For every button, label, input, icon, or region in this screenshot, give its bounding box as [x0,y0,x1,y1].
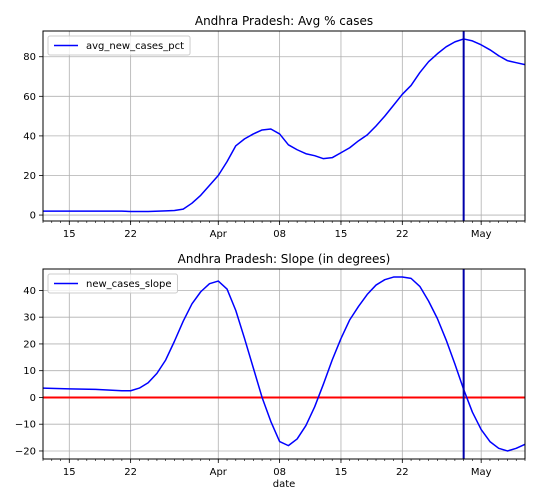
bottom-chart-series-line-0 [42,276,526,452]
top-chart-y-tick-label: 40 [23,131,36,142]
top-chart-x-tick-label: 15 [335,229,348,240]
top-chart-y-tick-label: 20 [23,171,36,182]
bottom-chart-legend-box [47,273,178,294]
bottom-chart-legend-label: new_cases_slope [86,279,171,290]
top-chart-x-tick-label: May [471,229,492,240]
top-chart-x-tick-label: 08 [273,229,286,240]
bottom-chart-x-ticks: 15 22 Apr 08 15 22 May [42,459,526,478]
top-chart-x-tick-label: Apr [210,229,228,240]
top-chart-legend-label: avg_new_cases_pct [86,41,184,52]
top-chart-x-tick-label: 22 [396,229,409,240]
top-chart-plot-area [42,30,526,222]
top-chart-x-ticks: 15 22 Apr 08 15 22 May [42,221,526,240]
top-chart-title: Andhra Pradesh: Avg % cases [195,14,373,28]
bottom-chart-panel: Andhra Pradesh: Slope (in degrees) 15 22 A… [15,252,526,490]
bottom-chart-y-tick-label: 30 [23,313,36,324]
bottom-chart-series [42,276,526,452]
bottom-chart-x-tick-label: 22 [124,467,137,478]
top-chart-y-ticks: 0 20 40 60 80 [23,52,43,222]
top-chart-x-tick-label: 15 [63,229,76,240]
bottom-chart-x-tick-label: 15 [63,467,76,478]
bottom-chart-x-tick-label: 15 [335,467,348,478]
top-chart-grid [43,31,525,221]
top-chart-y-tick-label: 60 [23,92,36,103]
bottom-chart-y-tick-label: 20 [23,339,36,350]
bottom-chart-x-tick-label: Apr [210,467,228,478]
bottom-chart-legend: new_cases_slope [47,273,178,294]
bottom-chart-y-tick-label: 0 [30,393,36,404]
bottom-chart-plot-area [42,268,526,460]
bottom-chart-x-tick-label: 08 [273,467,286,478]
top-chart-series [43,38,526,213]
top-chart-x-tick-label: 22 [124,229,137,240]
bottom-chart-y-tick-label: 40 [23,286,36,297]
bottom-chart-y-tick-label: 10 [23,366,36,377]
bottom-chart-x-axis-label: date [273,479,296,490]
bottom-chart-y-tick-label: −20 [15,446,36,457]
bottom-chart-x-tick-label: 22 [396,467,409,478]
bottom-chart-grid [43,269,525,459]
top-chart-legend: avg_new_cases_pct [47,35,191,56]
bottom-chart-title: Andhra Pradesh: Slope (in degrees) [178,252,391,266]
bottom-chart-x-tick-label: May [471,467,492,478]
top-chart-series-line-0 [43,38,526,213]
top-chart-panel: Andhra Pradesh: Avg % cases 15 22 Apr 08 15 2… [23,14,526,240]
top-chart-y-tick-label: 80 [23,52,36,63]
bottom-chart-y-ticks: −20 −10 0 10 20 30 40 [15,286,43,457]
top-chart-y-tick-label: 0 [30,211,36,222]
bottom-chart-y-tick-label: −10 [15,420,36,431]
top-chart-legend-box [47,35,191,56]
